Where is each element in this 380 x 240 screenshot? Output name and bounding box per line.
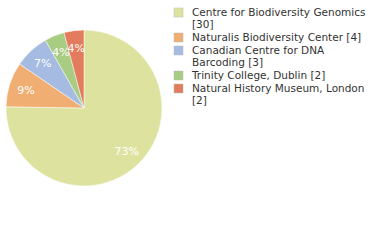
pie-slice	[64, 30, 84, 108]
legend-line: Naturalis Biodiversity Center [4]	[192, 31, 361, 43]
legend-swatch	[174, 84, 183, 93]
legend-line: Barcoding [3]	[192, 56, 263, 68]
data-label: 7%	[34, 57, 51, 70]
legend-line: Trinity College, Dublin [2]	[191, 69, 325, 81]
legend-label: Centre for Biodiversity Genomics[30]	[192, 6, 365, 30]
legend-line: [30]	[192, 18, 214, 30]
data-label: 4%	[67, 42, 84, 55]
chart: 73%9%7%4%4%Centre for Biodiversity Genom…	[0, 0, 380, 240]
legend-label: Natural History Museum, London[2]	[192, 82, 364, 106]
legend-swatch	[174, 8, 183, 17]
legend-label: Naturalis Biodiversity Center [4]	[192, 31, 361, 43]
legend-line: Natural History Museum, London	[192, 82, 364, 94]
data-label: 9%	[17, 84, 34, 97]
legend: Centre for Biodiversity Genomics[30]Natu…	[174, 6, 365, 106]
data-labels: 73%9%7%4%4%	[17, 42, 139, 159]
pie-slice	[6, 30, 162, 186]
legend-label: Canadian Centre for DNABarcoding [3]	[192, 44, 325, 68]
data-label: 73%	[114, 145, 138, 158]
legend-swatch	[174, 71, 183, 80]
legend-label: Trinity College, Dublin [2]	[191, 69, 325, 81]
legend-line: [2]	[192, 94, 207, 106]
legend-swatch	[174, 46, 183, 55]
legend-swatch	[174, 33, 183, 42]
legend-line: Canadian Centre for DNA	[192, 44, 325, 56]
pie	[6, 30, 162, 186]
legend-line: Centre for Biodiversity Genomics	[192, 6, 365, 18]
